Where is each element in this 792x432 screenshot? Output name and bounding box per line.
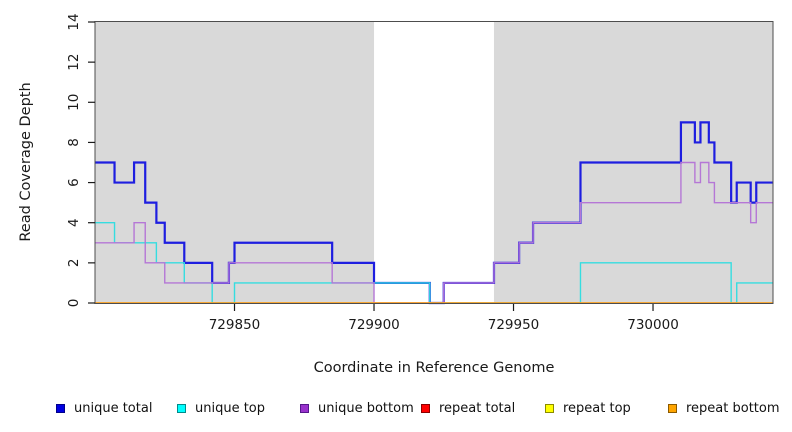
y-tick-label: 14	[66, 13, 82, 30]
legend-label: unique top	[195, 400, 266, 416]
legend-swatch-icon	[545, 403, 554, 413]
y-tick-label: 12	[66, 54, 82, 71]
y-axis-label: Read Coverage Depth	[18, 82, 34, 241]
y-tick-label: 2	[66, 259, 82, 268]
y-tick-label: 6	[66, 178, 82, 187]
y-tick-label: 10	[66, 94, 82, 111]
legend-label: repeat total	[439, 400, 516, 416]
legend-swatch-icon	[300, 403, 309, 413]
legend-item-unique-total: unique total	[56, 398, 152, 418]
x-tick-label: 729900	[348, 317, 400, 333]
legend-swatch-icon	[668, 403, 677, 413]
legend-swatch-icon	[421, 403, 430, 413]
y-tick-label: 0	[66, 299, 82, 308]
legend-item-unique-bottom: unique bottom	[300, 398, 414, 418]
legend-label: unique bottom	[318, 400, 414, 416]
legend-item-unique-top: unique top	[177, 398, 265, 418]
y-tick-label: 4	[66, 218, 82, 227]
series-line-unique-top	[95, 222, 773, 304]
coverage-plot-canvas: 0 2 4 6 8 10 12 14 729850 729900 729950 730000 Read…	[18, 13, 774, 376]
legend-label: repeat bottom	[686, 400, 780, 416]
legend-label: unique total	[74, 400, 153, 416]
x-tick-label: 729850	[209, 317, 261, 333]
x-tick-label: 729950	[488, 317, 540, 333]
chart-legend: unique total unique top unique bottom repea…	[0, 398, 792, 420]
legend-swatch-icon	[56, 403, 65, 413]
legend-item-repeat-bottom: repeat bottom	[668, 398, 780, 418]
legend-item-repeat-total: repeat total	[421, 398, 515, 418]
legend-item-repeat-top: repeat top	[545, 398, 631, 418]
series-line-unique-bottom	[95, 161, 773, 304]
plot-border-box	[94, 21, 774, 304]
x-tick-label: 730000	[627, 317, 679, 333]
legend-label: repeat top	[563, 400, 631, 416]
legend-swatch-icon	[177, 403, 186, 413]
y-tick-label: 8	[66, 138, 82, 147]
axis-ticks: 0 2 4 6 8 10 12 14 729850 729900 729950 730000	[66, 13, 679, 333]
x-axis-label: Coordinate in Reference Genome	[314, 360, 555, 376]
